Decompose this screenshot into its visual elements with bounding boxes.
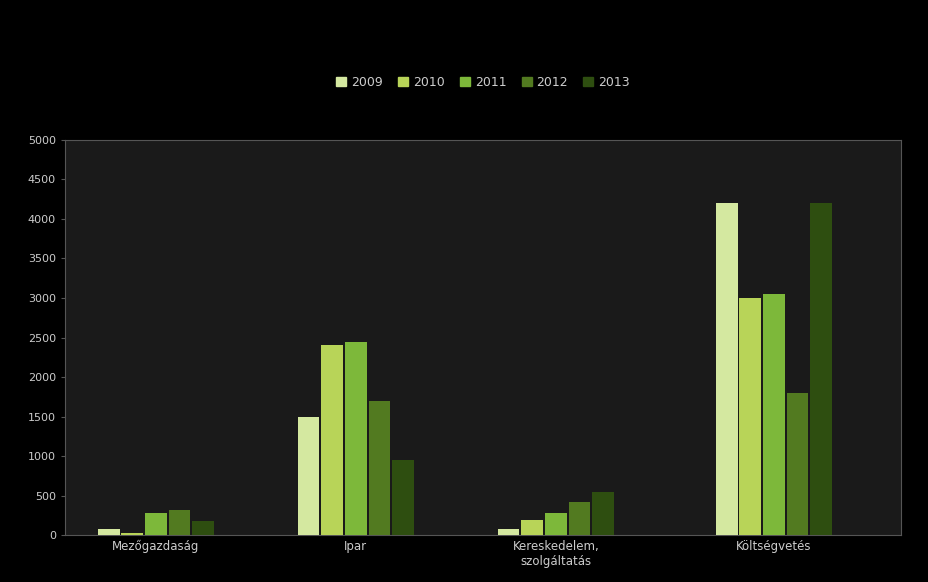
Legend: 2009, 2010, 2011, 2012, 2013: 2009, 2010, 2011, 2012, 2013 bbox=[331, 71, 634, 94]
Bar bbox=[97, 529, 120, 535]
Bar bbox=[497, 529, 519, 535]
Bar bbox=[392, 460, 414, 535]
Bar bbox=[344, 342, 367, 535]
Bar bbox=[521, 520, 543, 535]
Bar bbox=[762, 294, 784, 535]
Bar bbox=[297, 417, 319, 535]
Bar bbox=[739, 298, 760, 535]
Bar bbox=[545, 513, 566, 535]
Bar bbox=[715, 203, 737, 535]
Bar bbox=[321, 346, 342, 535]
Bar bbox=[368, 401, 390, 535]
Bar bbox=[591, 492, 613, 535]
Bar bbox=[192, 521, 213, 535]
Bar bbox=[169, 510, 190, 535]
Bar bbox=[145, 513, 167, 535]
Bar bbox=[568, 502, 589, 535]
Bar bbox=[786, 393, 807, 535]
Bar bbox=[809, 203, 831, 535]
Bar bbox=[122, 533, 143, 535]
